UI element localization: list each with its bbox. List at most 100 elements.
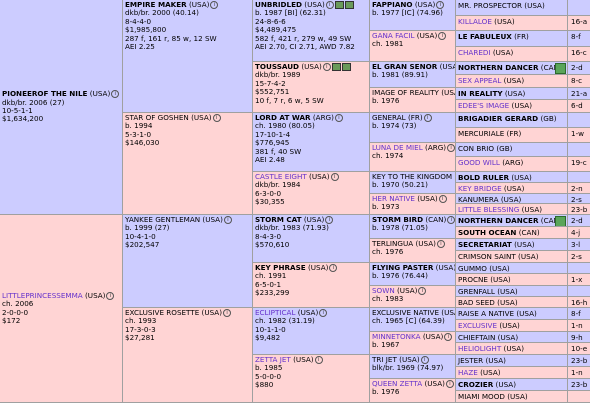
info-icon[interactable]: i [223, 309, 232, 317]
horse-name[interactable]: MINNETONKA [372, 331, 421, 341]
horse-name[interactable]: LE FABULEUX [458, 32, 512, 41]
horse-name[interactable]: CHIEFTAIN [458, 332, 496, 342]
horse-name[interactable]: NORTHERN DANCER [458, 216, 539, 225]
horse-name[interactable]: GANA FACIL [372, 31, 415, 40]
horse-name[interactable]: GENERAL [372, 113, 406, 122]
horse-name[interactable]: MR. PROSPECTOR [458, 1, 522, 10]
horse-name[interactable]: UNBRIDLED [255, 0, 302, 9]
horse-name[interactable]: MIAMI MOOD [458, 392, 505, 401]
horse-cell: GENERAL (FR) i b. 1974 (73) [370, 113, 456, 143]
horse-name[interactable]: PIONEEROF THE NILE [2, 89, 88, 99]
horse-name[interactable]: GRENFALL [458, 286, 495, 296]
info-icon[interactable]: i [447, 216, 455, 224]
horse-name[interactable]: HER NATIVE [372, 193, 415, 203]
horse-name[interactable]: CROZIER [458, 380, 494, 389]
horse-name[interactable]: HELIOLIGHT [458, 344, 502, 354]
horse-name[interactable]: JESTER [458, 356, 484, 365]
horse-name[interactable]: GUMMO [458, 264, 487, 273]
horse-name[interactable]: ECLIPTICAL [255, 308, 296, 317]
horse-name[interactable]: EDEE'S IMAGE [458, 101, 510, 111]
info-icon[interactable]: i [322, 63, 331, 71]
info-icon[interactable]: i [325, 216, 334, 224]
info-icon[interactable]: i [330, 173, 339, 181]
horse-name[interactable]: LITTLE BLESSING [458, 205, 520, 215]
horse-name[interactable]: CRIMSON SAINT [458, 252, 516, 261]
horse-country: (USA) [415, 239, 436, 248]
info-icon[interactable]: i [444, 332, 453, 341]
horse-name[interactable]: EXCLUSIVE NATIVE [372, 308, 439, 317]
horse-name[interactable]: STORM BIRD [372, 215, 424, 224]
horse-name[interactable]: YANKEE GENTLEMAN [125, 215, 201, 224]
horse-detail: b. 1994 [125, 121, 153, 131]
horse-country: (USA) [303, 215, 325, 224]
info-icon[interactable]: i [438, 32, 447, 40]
horse-name[interactable]: HAZE [458, 368, 478, 377]
horse-name[interactable]: TRI JET [372, 355, 397, 364]
chart-icon[interactable] [344, 1, 354, 9]
info-icon[interactable]: i [447, 143, 455, 152]
info-icon[interactable]: i [314, 356, 323, 364]
info-icon[interactable]: i [223, 216, 232, 224]
horse-name[interactable]: EMPIRE MAKER [125, 0, 187, 9]
info-icon[interactable]: i [445, 380, 454, 388]
horse-name[interactable]: GOOD WILL [458, 158, 500, 168]
horse-name[interactable]: SECRETARIAT [458, 240, 512, 249]
horse-name[interactable]: TERLINGUA [372, 239, 414, 248]
horse-country: (CAN) [540, 216, 562, 225]
horse-name[interactable]: IN REALITY [458, 88, 503, 98]
info-icon[interactable]: i [334, 114, 343, 122]
horse-name[interactable]: EXCLUSIVE [458, 320, 498, 330]
horse-name[interactable]: BOLD RULER [458, 173, 510, 182]
horse-name[interactable]: BRIGADIER GERARD [458, 114, 539, 123]
horse-name[interactable]: STORM CAT [255, 215, 302, 224]
horse-name[interactable]: KEY PHRASE [255, 263, 306, 272]
info-icon[interactable]: i [418, 286, 427, 295]
horse-name[interactable]: KILLALOE [458, 16, 492, 26]
horse-detail: 5-3-1-0 [125, 129, 152, 139]
horse-name[interactable]: STAR OF GOSHEN [125, 113, 189, 122]
horse-name[interactable]: LUNA DE MIEL [372, 142, 423, 152]
horse-name[interactable]: NORTHERN DANCER [458, 63, 539, 72]
horse-name[interactable]: LORD AT WAR [255, 113, 311, 122]
info-icon[interactable]: i [319, 309, 328, 317]
horse-name[interactable]: TOUSSAUD [255, 62, 300, 71]
horse-name[interactable]: KANUMERA [458, 194, 499, 204]
horse-name[interactable]: RAISE A NATIVE [458, 309, 515, 318]
family-cell [568, 113, 590, 128]
horse-name[interactable]: FAPPIANO [372, 0, 413, 9]
horse-name[interactable]: EXCLUSIVE ROSETTE [125, 308, 200, 317]
chart-icon[interactable] [334, 1, 344, 9]
chart-icon[interactable] [341, 63, 351, 71]
horse-name[interactable]: BAD SEED [458, 297, 495, 307]
horse-name[interactable]: ZETTA JET [255, 355, 291, 364]
info-icon[interactable]: i [210, 1, 219, 9]
horse-name[interactable]: CASTLE EIGHT [255, 172, 307, 181]
horse-country: (USA) [397, 285, 418, 295]
info-icon[interactable]: i [329, 264, 338, 272]
horse-name[interactable]: FLYING PASTER [372, 263, 434, 272]
info-icon[interactable]: i [436, 240, 445, 248]
info-icon[interactable]: i [420, 356, 429, 364]
info-icon[interactable]: i [106, 291, 115, 300]
horse-name[interactable]: MERCURIALE [458, 128, 505, 138]
horse-name[interactable]: IMAGE OF REALITY [372, 87, 439, 97]
horse-name[interactable]: PROCNE [458, 275, 488, 285]
info-icon[interactable]: i [325, 1, 334, 9]
horse-name[interactable]: SOWN [372, 285, 395, 295]
horse-name[interactable]: KEY TO THE KINGDOM [372, 172, 453, 181]
horse-name[interactable]: SEX APPEAL [458, 75, 502, 85]
info-icon[interactable]: i [111, 90, 120, 99]
info-icon[interactable]: i [438, 194, 447, 203]
chart-icon[interactable] [331, 63, 341, 71]
horse-name[interactable]: KEY BRIDGE [458, 183, 502, 193]
horse-name[interactable]: EL GRAN SENOR [372, 62, 438, 71]
horse-name[interactable]: LITTLEPRINCESSEMMA [2, 290, 83, 300]
info-icon[interactable]: i [436, 1, 445, 9]
horse-name[interactable]: SOUTH OCEAN [458, 228, 517, 237]
horse-name[interactable]: CON BRIO [458, 143, 495, 153]
horse-name[interactable]: CHAREDI [458, 47, 491, 57]
info-icon[interactable]: i [423, 114, 432, 122]
horse-detail: ch. 1993 [125, 316, 157, 326]
horse-name[interactable]: QUEEN ZETTA [372, 379, 423, 388]
info-icon[interactable]: i [212, 114, 221, 122]
